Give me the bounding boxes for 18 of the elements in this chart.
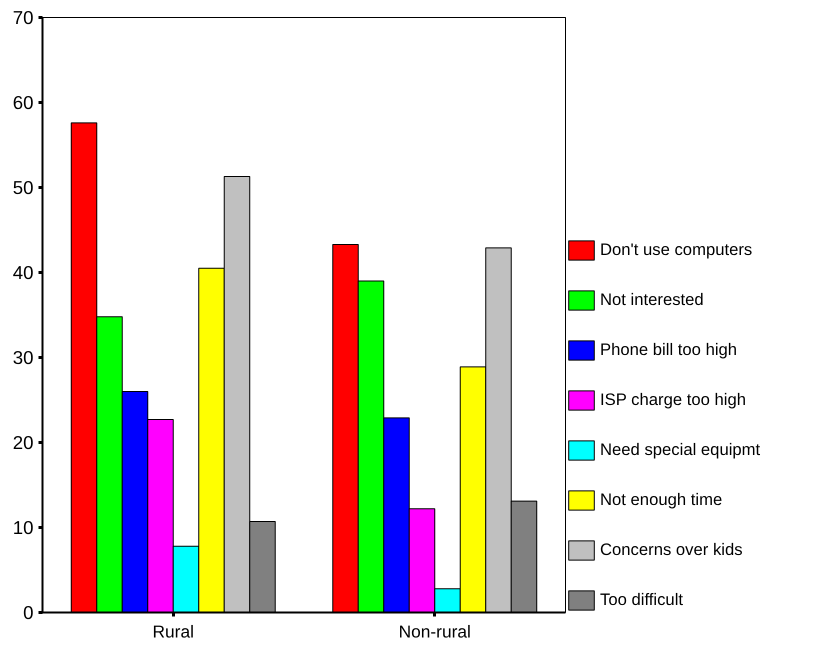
legend-label: Not interested [600,290,704,310]
x-tick-label: Rural [152,622,194,642]
y-tick-label: 50 [12,177,34,198]
legend-label: Phone bill too high [600,340,738,360]
y-tick-label: 60 [12,92,34,113]
legend-label: ISP charge too high [600,390,746,410]
legend-label: Don't use computers [600,240,752,260]
legend-label: Need special equipmt [600,440,760,460]
y-tick-label: 30 [12,347,34,368]
y-tick-label: 20 [12,432,34,453]
legend-label: Not enough time [600,490,722,510]
y-tick-label: 0 [23,602,34,623]
legend-label: Concerns over kids [600,540,743,560]
y-tick-label: 40 [12,262,34,283]
legend-label: Too difficult [600,590,684,610]
x-tick-label: Non-rural [398,622,471,642]
y-tick-label: 70 [12,7,34,28]
y-tick-label: 10 [12,517,34,538]
